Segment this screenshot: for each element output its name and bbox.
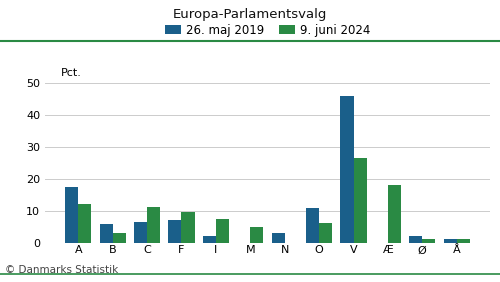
Bar [134,222,147,243]
Legend: 26. maj 2019, 9. juni 2024: 26. maj 2019, 9. juni 2024 [160,19,375,41]
Bar [272,233,284,243]
Bar [78,204,92,243]
Bar [168,220,181,243]
Bar [147,207,160,243]
Text: Europa-Parlamentsvalg: Europa-Parlamentsvalg [173,8,327,21]
Bar [388,185,401,243]
Bar [65,187,78,243]
Text: Pct.: Pct. [61,68,82,78]
Bar [354,158,366,243]
Bar [340,96,353,243]
Bar [422,239,436,243]
Bar [409,236,422,243]
Bar [444,239,456,243]
Bar [250,228,264,243]
Text: © Danmarks Statistik: © Danmarks Statistik [5,265,118,275]
Bar [112,233,126,243]
Bar [100,224,112,243]
Bar [306,208,319,243]
Bar [319,223,332,243]
Bar [182,212,194,243]
Bar [216,219,229,243]
Bar [456,239,470,243]
Bar [203,236,216,243]
